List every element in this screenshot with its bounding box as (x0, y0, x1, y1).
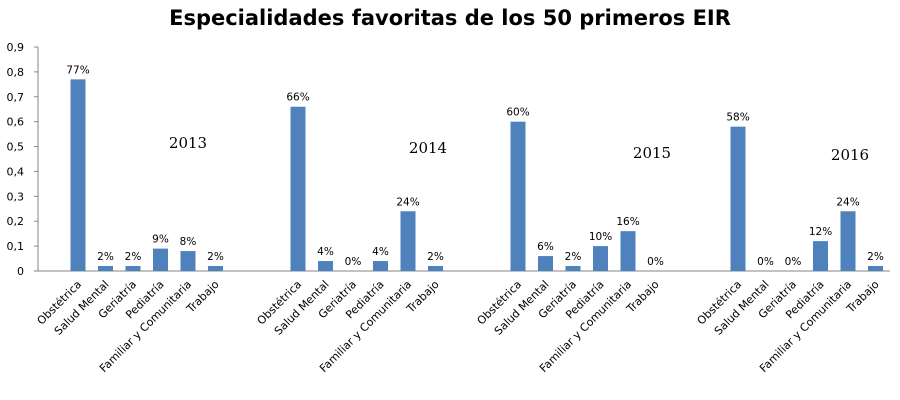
data-label: 0% (757, 256, 774, 268)
data-label: 2% (207, 251, 224, 263)
data-label: 4% (372, 246, 389, 258)
y-tick-label: 0,3 (7, 190, 25, 203)
data-label: 10% (589, 231, 612, 243)
data-label: 0% (345, 256, 362, 268)
bar (318, 261, 333, 271)
group-year-label: 2014 (409, 139, 447, 157)
group-year-label: 2015 (633, 144, 671, 162)
bar (840, 211, 856, 271)
bar (730, 126, 746, 272)
y-tick-label: 0,8 (7, 66, 25, 79)
y-tick-label: 0,4 (7, 165, 25, 178)
data-label: 66% (286, 92, 309, 104)
data-label: 24% (836, 196, 859, 208)
bar (428, 266, 443, 271)
bar (373, 261, 388, 271)
data-label: 77% (66, 64, 89, 76)
data-label: 24% (396, 196, 419, 208)
data-label: 12% (809, 226, 832, 238)
group-year-label: 2016 (831, 146, 869, 164)
bar (153, 248, 168, 271)
bar (813, 241, 828, 271)
y-tick-label: 0,1 (7, 240, 25, 253)
data-label: 9% (152, 234, 169, 246)
data-label: 60% (506, 107, 529, 119)
bar (593, 246, 608, 271)
data-label: 58% (726, 112, 749, 124)
bar (208, 266, 223, 271)
bar (180, 251, 196, 271)
data-label: 4% (317, 246, 334, 258)
data-label: 2% (97, 251, 114, 263)
data-label: 0% (647, 256, 664, 268)
bar (290, 106, 306, 271)
y-tick-label: 0,7 (7, 91, 25, 104)
bar (620, 231, 636, 271)
y-tick-label: 0,5 (7, 141, 25, 154)
y-tick-label: 0,9 (7, 41, 25, 54)
bar (125, 266, 141, 271)
data-label: 16% (616, 216, 639, 228)
bar (868, 266, 883, 271)
bar (98, 266, 113, 271)
y-tick-label: 0,2 (7, 215, 25, 228)
bar (510, 121, 526, 272)
bar (565, 266, 581, 271)
bar (400, 211, 416, 271)
data-label: 8% (180, 236, 197, 248)
data-label: 2% (427, 251, 444, 263)
data-label: 0% (785, 256, 802, 268)
group-year-label: 2013 (169, 134, 207, 152)
y-tick-label: 0 (17, 265, 24, 278)
bar (70, 79, 86, 271)
y-tick-label: 0,6 (7, 116, 25, 129)
bar (538, 256, 553, 271)
data-label: 6% (537, 241, 554, 253)
chart-title: Especialidades favoritas de los 50 prime… (169, 6, 731, 30)
data-label: 2% (565, 251, 582, 263)
data-label: 2% (867, 251, 884, 263)
data-label: 2% (125, 251, 142, 263)
